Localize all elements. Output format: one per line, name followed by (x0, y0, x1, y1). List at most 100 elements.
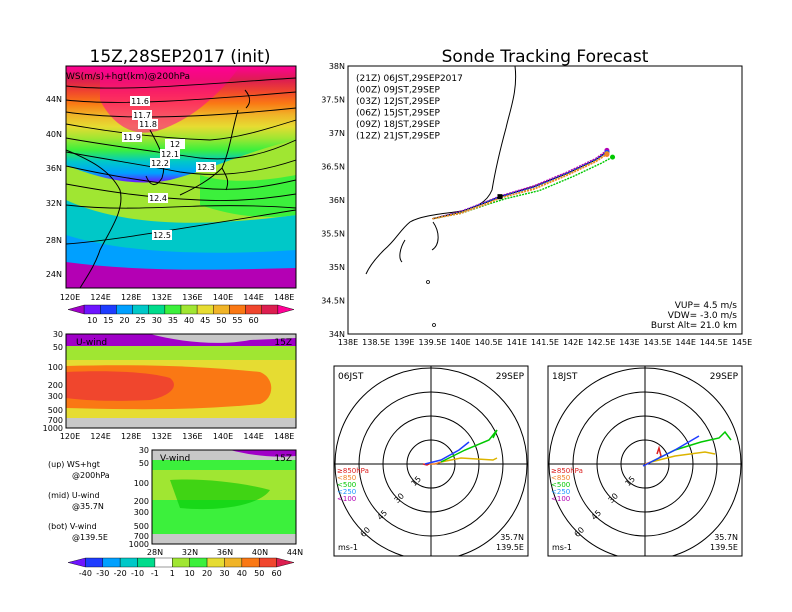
ws-colorbar-swatch (164, 304, 182, 315)
track-lon-tick: 139.5E (418, 338, 446, 347)
track-legend-entry: (06Z) 15JST,29SEP (356, 109, 441, 119)
map-lon-tick: 128E (121, 293, 141, 302)
coastline-korea (145, 129, 165, 185)
v-lat-tick: 32N (182, 548, 198, 557)
ws-colorbar-tick: 15 (103, 316, 113, 325)
ws-colorbar-swatch (229, 304, 246, 315)
ws-colorbar-swatch (277, 304, 295, 315)
track-lat-tick: 35.5N (321, 230, 345, 239)
hodograph-date: 29SEP (710, 372, 739, 382)
track-lat-tick: 36.5N (321, 163, 345, 172)
u-lon-tick: 144E (243, 432, 263, 441)
v-wind-green (170, 479, 270, 510)
track-lon-tick: 140E (450, 338, 470, 347)
ws-colorbar-tick: 10 (87, 316, 97, 325)
wind-colorbar-swatch (241, 557, 260, 568)
wind-colorbar-tick: 1 (170, 569, 175, 578)
u-lon-tick: 128E (121, 432, 141, 441)
track-lon-tick: 142E (563, 338, 583, 347)
hodograph-level: <500 (551, 481, 570, 489)
hodograph-lat: 35.7N (714, 533, 738, 542)
map-lat-tick: 44N (46, 95, 62, 104)
track-legend-entry: (21Z) 06JST,29SEP2017 (356, 74, 463, 84)
height-label-bg (150, 158, 170, 168)
height-label: 12.4 (149, 194, 167, 203)
legend-note-title: (mid) U-wind (48, 491, 100, 500)
wind-colorbar-swatch (67, 557, 86, 568)
u-pressure-tick: 1000 (43, 424, 63, 433)
ws-colorbar-tick: 50 (216, 316, 226, 325)
ws-colorbar: 10 15 20 25 30 35 40 45 50 55 60 (67, 304, 295, 325)
v-lat-tick: 36N (217, 548, 233, 557)
ws-colorbar-swatch (213, 304, 230, 315)
hodograph-level: <250 (337, 488, 356, 496)
track-legend: (21Z) 06JST,29SEP2017 (00Z) 09JST,29SEP (0… (356, 74, 463, 142)
track-lat-tick: 35N (329, 263, 345, 272)
hodograph-level: <850 (337, 474, 356, 482)
hodograph-trace (422, 463, 430, 466)
u-pressure-tick: 50 (53, 343, 63, 352)
legend-note-level: @200hPa (72, 471, 110, 480)
wind-colorbar-tick: 30 (219, 569, 229, 578)
legend-note-level: @35.7N (72, 502, 104, 511)
hodograph-level: ≥850hPa (337, 467, 369, 475)
left-title: 15Z,28SEP2017 (init) (90, 47, 271, 67)
height-label: 11.9 (123, 133, 141, 142)
ws-colorbar-tick: 25 (136, 316, 146, 325)
wind-colorbar-tick: 60 (272, 569, 282, 578)
track-coastline (365, 65, 517, 275)
map-lon-tick: 144E (243, 293, 263, 302)
ws-colorbar-swatch (132, 304, 149, 315)
ws-colorbar-swatch (196, 304, 214, 315)
u-lon-tick: 132E (152, 432, 172, 441)
height-label-bg (165, 139, 185, 149)
height-label-bg (148, 193, 168, 203)
u-panel-time: 15Z (274, 338, 292, 348)
v-pressure-tick: 100 (134, 479, 149, 488)
hodograph-trace (429, 461, 442, 465)
track-lines (432, 147, 616, 220)
map-lat-tick: 28N (46, 236, 62, 245)
wind-colorbar-swatch (224, 557, 243, 568)
height-label-bg (160, 149, 180, 159)
track-lon-tick: 138.5E (362, 338, 390, 347)
track-lat-tick: 34N (329, 330, 345, 339)
ws-colorbar-swatch (148, 304, 166, 315)
wind-colorbar-swatch (276, 557, 295, 568)
u-panel-label: U-wind (76, 338, 107, 348)
height-label: 12.5 (153, 231, 171, 240)
wind-colorbar-tick: -20 (114, 569, 127, 578)
track-lon-tick: 139E (394, 338, 414, 347)
map-lon-tick: 136E (182, 293, 202, 302)
height-label: 12.2 (151, 159, 169, 168)
track-lon-tick: 140.5E (475, 338, 503, 347)
track-lon-tick: 141E (507, 338, 527, 347)
legend-note-title: (bot) V-wind (48, 522, 97, 531)
track-mid-marker (497, 194, 503, 200)
v-lat-ticks: 28N 32N 36N 40N 44N (147, 548, 303, 557)
legend-note-level: @139.5E (72, 533, 108, 542)
ws-colorbar-tick: 55 (232, 316, 242, 325)
wind-colorbar-swatch (85, 557, 103, 568)
wind-colorbar-tick: 50 (254, 569, 264, 578)
track-legend-entry: (00Z) 09JST,29SEP (356, 86, 441, 96)
v-pressure-tick: 50 (139, 459, 149, 468)
map-lat-tick: 24N (46, 270, 62, 279)
u-lon-tick: 140E (213, 432, 233, 441)
hodograph-lon: 139.5E (710, 543, 738, 552)
ws-colorbar-swatch (67, 304, 85, 315)
hodograph-level: <100 (551, 495, 570, 503)
u-pressure-tick: 100 (48, 363, 63, 372)
u-lon-tick: 136E (182, 432, 202, 441)
hodograph-level: <100 (337, 495, 356, 503)
hodograph-unit: ms-1 (338, 543, 358, 552)
ws-colorbar-swatch (261, 304, 279, 315)
map-lon-tick: 124E (90, 293, 110, 302)
map-lat-tick: 40N (46, 130, 62, 139)
track-burst: Burst Alt= 21.0 km (651, 321, 737, 331)
v-pressure-tick: 200 (134, 497, 149, 506)
